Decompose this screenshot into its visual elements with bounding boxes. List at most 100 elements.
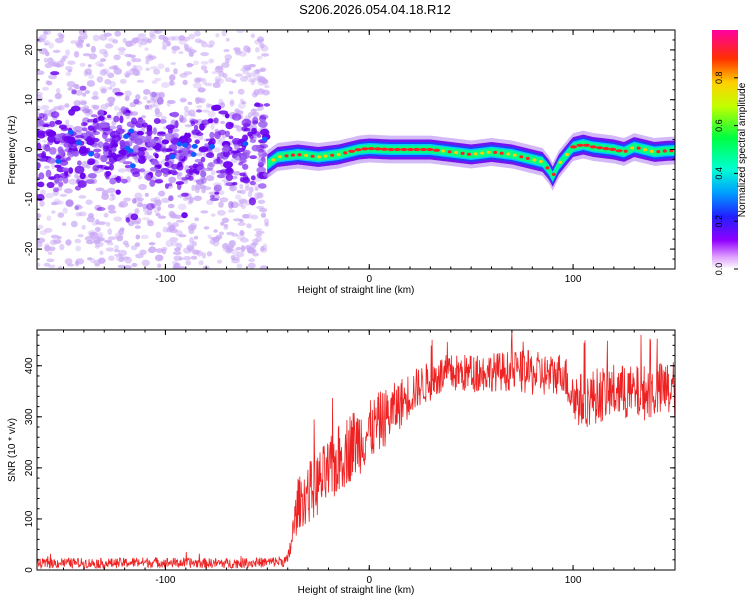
noise-blob: [176, 219, 185, 223]
noise-blob: [214, 191, 220, 195]
x-tick-label: 100: [565, 575, 582, 586]
noise-blob: [144, 104, 149, 110]
noise-blob: [53, 198, 61, 205]
colorbar-tick-label: 0.6: [714, 119, 724, 132]
colorbar-label: Normalized spectral amplitude: [737, 82, 748, 217]
noise-blob: [57, 266, 63, 269]
noise-blob: [219, 197, 229, 203]
noise-blob: [107, 37, 115, 42]
noise-blob: [172, 128, 180, 132]
noise-peak: [262, 136, 268, 142]
noise-blob: [205, 175, 215, 182]
noise-blob: [248, 197, 256, 206]
noise-blob: [90, 104, 97, 109]
noise-blob: [164, 67, 170, 73]
noise-blob: [210, 170, 216, 176]
noise-blob: [82, 108, 91, 114]
noise-blob: [264, 222, 269, 227]
noise-blob: [119, 115, 124, 124]
noise-blob: [221, 217, 230, 224]
noise-blob: [64, 103, 70, 108]
ridge-core-segment: [400, 147, 408, 152]
noise-blob: [54, 37, 64, 44]
noise-blob: [37, 181, 45, 188]
noise-blob: [236, 263, 243, 269]
noise-blob: [231, 233, 239, 237]
noise-blob: [126, 61, 132, 67]
noise-blob: [209, 194, 215, 199]
noise-blob: [68, 108, 76, 116]
noise-blob: [251, 127, 257, 135]
noise-blob: [242, 176, 250, 184]
noise-blob: [196, 109, 202, 113]
noise-blob: [49, 120, 55, 128]
x-tick-label: -100: [155, 274, 175, 285]
noise-blob: [248, 63, 256, 68]
noise-blob: [202, 78, 207, 85]
noise-blob: [117, 47, 127, 52]
noise-blob: [135, 94, 141, 100]
noise-blob: [88, 212, 94, 219]
noise-blob: [196, 152, 203, 157]
noise-blob: [124, 256, 132, 264]
noise-blob: [238, 162, 244, 166]
noise-blob: [62, 176, 69, 184]
noise-blob: [161, 139, 170, 145]
spectrogram-y-axis-label: Frequency (Hz): [7, 116, 18, 185]
noise-blob: [87, 64, 92, 68]
noise-blob: [253, 177, 262, 182]
noise-blob: [257, 150, 268, 158]
noise-blob: [37, 162, 41, 169]
noise-blob: [193, 195, 202, 201]
noise-blob: [75, 42, 83, 47]
noise-blob: [239, 199, 248, 204]
noise-blob: [113, 67, 123, 75]
noise-blob: [164, 183, 169, 189]
noise-blob: [59, 193, 68, 197]
noise-blob: [190, 255, 198, 260]
noise-blob: [92, 90, 99, 98]
noise-blob: [164, 157, 170, 162]
noise-blob: [64, 188, 73, 194]
noise-blob: [249, 186, 254, 193]
noise-blob: [80, 100, 87, 105]
noise-blob: [51, 61, 57, 67]
noise-blob: [187, 109, 196, 116]
noise-blob: [237, 222, 246, 226]
noise-blob: [45, 129, 54, 136]
noise-blob: [180, 97, 187, 103]
noise-blob: [124, 112, 131, 117]
noise-blob: [218, 110, 229, 115]
noise-blob: [189, 119, 199, 124]
noise-blob: [235, 73, 243, 77]
ridge-core-segment: [454, 151, 459, 155]
noise-blob: [102, 131, 108, 140]
noise-blob: [208, 58, 215, 64]
ridge-core-segment: [589, 145, 597, 149]
noise-blob: [179, 73, 188, 78]
noise-blob: [48, 42, 54, 49]
noise-blob: [59, 33, 65, 39]
ridge-core-segment: [662, 149, 667, 153]
noise-blob: [68, 178, 78, 185]
noise-blob: [193, 235, 199, 240]
noise-blob: [50, 71, 60, 76]
noise-blob: [246, 46, 251, 54]
snr-series-line: [37, 330, 675, 570]
noise-blob: [243, 127, 251, 132]
ridge-core-segment: [354, 148, 362, 152]
x-tick-label: 0: [366, 274, 372, 285]
noise-blob: [147, 138, 157, 147]
noise-blob: [157, 206, 162, 211]
noise-blob: [118, 202, 125, 208]
noise-blob: [263, 103, 270, 107]
y-tick-label: 10: [24, 94, 35, 106]
noise-blob: [224, 58, 230, 64]
noise-blob: [205, 102, 211, 109]
noise-blob: [182, 256, 192, 261]
noise-blob: [247, 262, 256, 269]
noise-peak: [75, 140, 82, 146]
noise-blob: [105, 102, 110, 108]
noise-peak: [169, 154, 176, 160]
noise-blob: [215, 170, 226, 174]
